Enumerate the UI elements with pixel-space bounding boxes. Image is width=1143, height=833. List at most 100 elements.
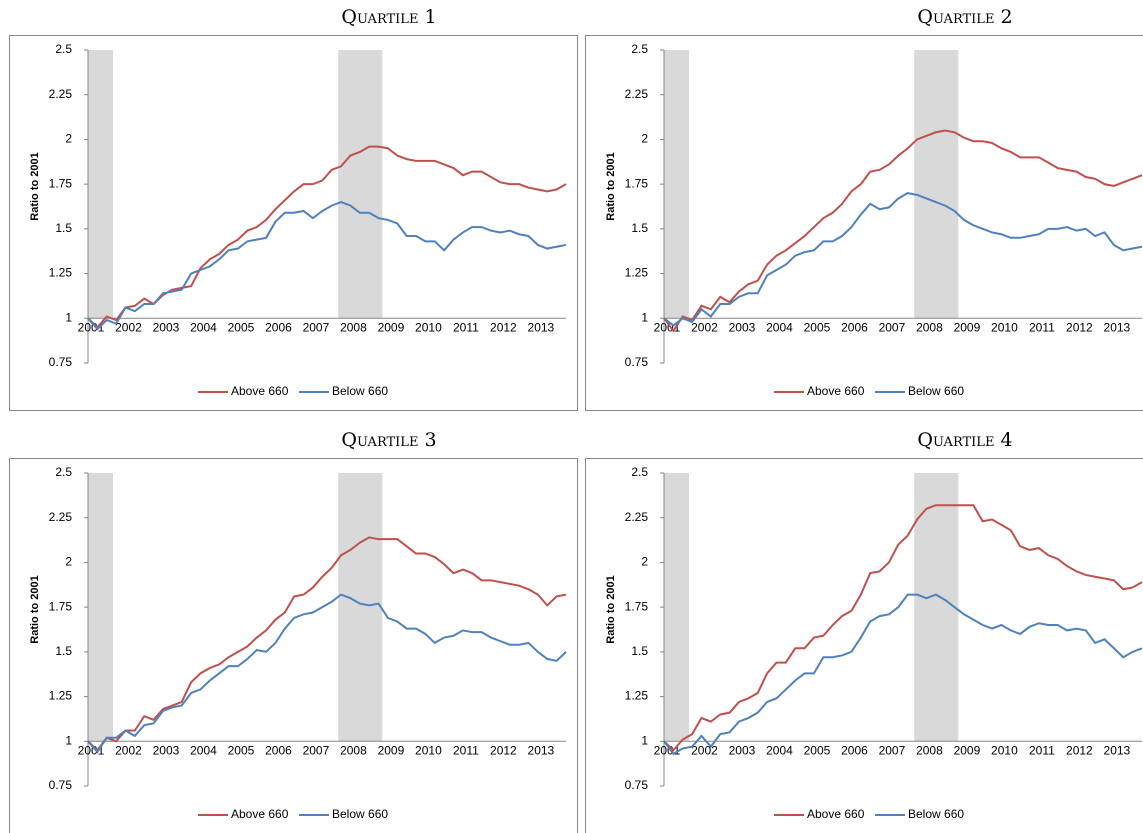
y-tick-label: 2.5 (631, 465, 648, 479)
x-tick-label: 2004 (766, 320, 793, 334)
series-line (87, 536, 567, 752)
x-tick-label: 2013 (528, 320, 555, 334)
x-tick-label: 2002 (115, 320, 142, 334)
series-line (663, 593, 1143, 756)
x-tick-label: 2002 (691, 743, 718, 757)
x-tick-label: 2012 (490, 320, 517, 334)
x-tick-label: 2004 (190, 743, 217, 757)
y-tick-label: 1.5 (55, 644, 72, 658)
x-tick-label: 2007 (879, 743, 906, 757)
y-tick-label: 1.25 (49, 689, 73, 703)
y-axis-label: Ratio to 2001 (29, 575, 41, 643)
y-tick-label: 2 (641, 132, 648, 146)
series-line (663, 192, 1143, 327)
x-tick-label: 2003 (729, 743, 756, 757)
y-tick-label: 1.5 (631, 644, 648, 658)
x-tick-label: 2010 (415, 743, 442, 757)
legend-label: Below 660 (908, 384, 964, 398)
x-tick-label: 2011 (1029, 320, 1055, 334)
x-tick-label: 2006 (265, 320, 292, 334)
panel-border (9, 458, 578, 833)
x-tick-label: 2012 (1066, 320, 1093, 334)
y-tick-label: 2 (65, 132, 72, 146)
recession-shade (88, 473, 114, 742)
y-tick-label: 1.75 (625, 599, 649, 613)
panel-border (9, 35, 578, 411)
y-tick-label: 1 (641, 733, 648, 747)
x-tick-label: 2001 (78, 743, 105, 757)
x-tick-label: 2011 (1029, 743, 1055, 757)
recession-shade (664, 473, 690, 742)
x-tick-label: 2004 (190, 320, 217, 334)
x-tick-label: 2011 (453, 743, 479, 757)
y-tick-label: 2.5 (55, 42, 72, 56)
y-tick-label: 1.5 (55, 221, 72, 235)
recession-shade (914, 473, 959, 742)
legend-label: Above 660 (807, 807, 865, 821)
x-tick-label: 2008 (916, 743, 943, 757)
y-tick-label: 2.5 (55, 465, 72, 479)
x-tick-label: 2011 (453, 320, 479, 334)
y-tick-label: 1 (641, 310, 648, 324)
chart-title: Quartile 3 (341, 429, 436, 451)
x-tick-label: 2007 (879, 320, 906, 334)
x-tick-label: 2010 (991, 320, 1018, 334)
y-tick-label: 2 (641, 555, 648, 569)
x-tick-label: 2010 (991, 743, 1018, 757)
x-tick-label: 2006 (841, 743, 868, 757)
y-tick-label: 2.25 (49, 510, 73, 524)
x-tick-label: 2008 (340, 743, 367, 757)
recession-shade (664, 50, 690, 319)
x-tick-label: 2012 (490, 743, 517, 757)
x-tick-label: 2005 (804, 743, 831, 757)
x-tick-label: 2009 (954, 743, 981, 757)
x-tick-label: 2013 (1104, 743, 1131, 757)
legend-label: Below 660 (332, 384, 388, 398)
chart-panel: Quartile 1 0.75 1 1.25 1.5 1.75 2 2.25 2.5 2001 20… (9, 6, 578, 411)
y-tick-label: 2.5 (631, 42, 648, 56)
y-tick-label: 0.75 (625, 778, 649, 792)
recession-shade (338, 473, 383, 742)
x-tick-label: 2002 (115, 743, 142, 757)
chart-title: Quartile 2 (917, 6, 1012, 28)
panel-border (585, 458, 1143, 833)
y-tick-label: 1 (65, 733, 72, 747)
chart-title: Quartile 1 (341, 6, 436, 28)
series-line (663, 129, 1143, 333)
x-tick-label: 2003 (153, 320, 180, 334)
recession-shade (338, 50, 383, 319)
legend-label: Below 660 (332, 807, 388, 821)
y-tick-label: 1 (65, 310, 72, 324)
y-tick-label: 1.5 (631, 221, 648, 235)
x-tick-label: 2009 (954, 320, 981, 334)
x-tick-label: 2012 (1066, 743, 1093, 757)
x-tick-label: 2005 (228, 743, 255, 757)
y-tick-label: 1.75 (49, 599, 73, 613)
y-axis-label: Ratio to 2001 (29, 152, 41, 220)
panel-border (585, 35, 1143, 411)
y-tick-label: 1.25 (625, 689, 649, 703)
x-tick-label: 2001 (78, 320, 105, 334)
x-tick-label: 2009 (378, 320, 405, 334)
y-tick-label: 1.75 (49, 176, 73, 190)
x-tick-label: 2005 (804, 320, 831, 334)
y-tick-label: 0.75 (49, 355, 73, 369)
x-tick-label: 2002 (691, 320, 718, 334)
x-tick-label: 2010 (415, 320, 442, 334)
series-line (87, 593, 567, 754)
x-tick-label: 2008 (916, 320, 943, 334)
x-tick-label: 2006 (841, 320, 868, 334)
x-tick-label: 2007 (303, 320, 330, 334)
x-tick-label: 2009 (378, 743, 405, 757)
y-tick-label: 2.25 (625, 510, 649, 524)
legend-label: Above 660 (231, 384, 289, 398)
legend-label: Below 660 (908, 807, 964, 821)
recession-shade (88, 50, 114, 319)
y-tick-label: 0.75 (49, 778, 73, 792)
y-tick-label: 1.25 (49, 266, 73, 280)
x-tick-label: 2013 (1104, 320, 1131, 334)
